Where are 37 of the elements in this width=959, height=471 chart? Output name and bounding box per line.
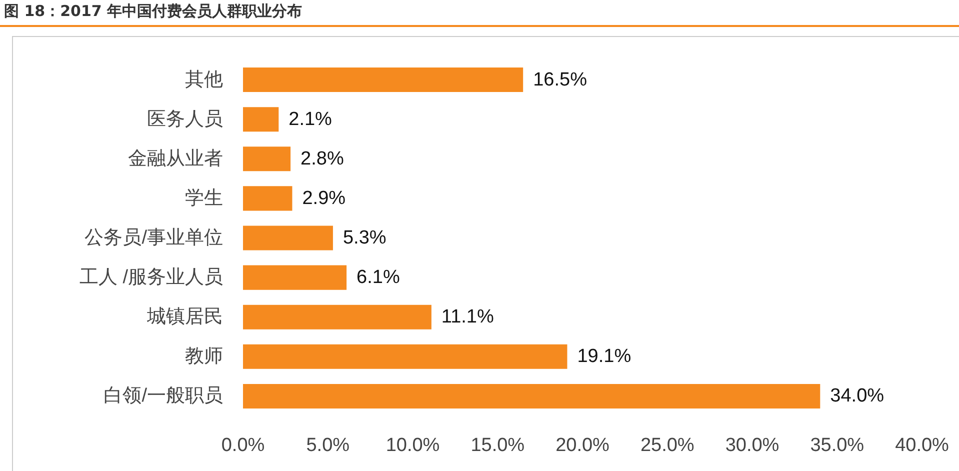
y-tick-label: 工人 /服务业人员 — [79, 267, 223, 288]
data-label: 11.1% — [441, 306, 494, 328]
y-tick-label: 金融从业者 — [128, 148, 223, 170]
y-tick-label: 其他 — [185, 69, 223, 90]
bar — [243, 107, 279, 132]
bar — [243, 265, 347, 290]
x-tick-label: 25.0% — [640, 435, 694, 456]
bar — [243, 146, 291, 172]
bar — [243, 186, 292, 211]
bar — [243, 226, 333, 250]
data-label: 19.1% — [577, 346, 632, 368]
data-label: 5.3% — [342, 228, 386, 248]
data-label: 2.1% — [288, 108, 332, 130]
data-label: 2.9% — [302, 188, 346, 209]
x-tick-label: 40.0% — [895, 435, 950, 456]
y-tick-label: 教师 — [185, 346, 223, 368]
y-tick-label: 医务人员 — [147, 108, 223, 130]
bar — [243, 68, 524, 92]
data-label: 2.8% — [300, 148, 344, 170]
x-tick-label: 10.0% — [386, 435, 440, 456]
bar — [243, 384, 820, 408]
chart-title: 图 18：2017 年中国付费会员人群职业分布 — [4, 2, 302, 21]
y-tick-label: 城镇居民 — [146, 306, 223, 328]
x-tick-label: 0.0% — [221, 435, 265, 456]
y-tick-label: 公务员/事业单位 — [84, 228, 223, 248]
bar — [243, 304, 432, 330]
x-tick-label: 35.0% — [810, 435, 864, 456]
data-label: 16.5% — [533, 69, 588, 90]
data-label: 34.0% — [830, 386, 884, 407]
x-tick-label: 20.0% — [556, 435, 610, 456]
bar — [243, 344, 568, 369]
x-tick-label: 30.0% — [725, 435, 780, 456]
x-tick-label: 15.0% — [470, 435, 525, 456]
y-tick-label: 白领/一般职员 — [104, 386, 223, 407]
y-tick-label: 学生 — [185, 188, 223, 209]
x-tick-label: 5.0% — [306, 435, 350, 456]
data-label: 6.1% — [356, 267, 400, 288]
